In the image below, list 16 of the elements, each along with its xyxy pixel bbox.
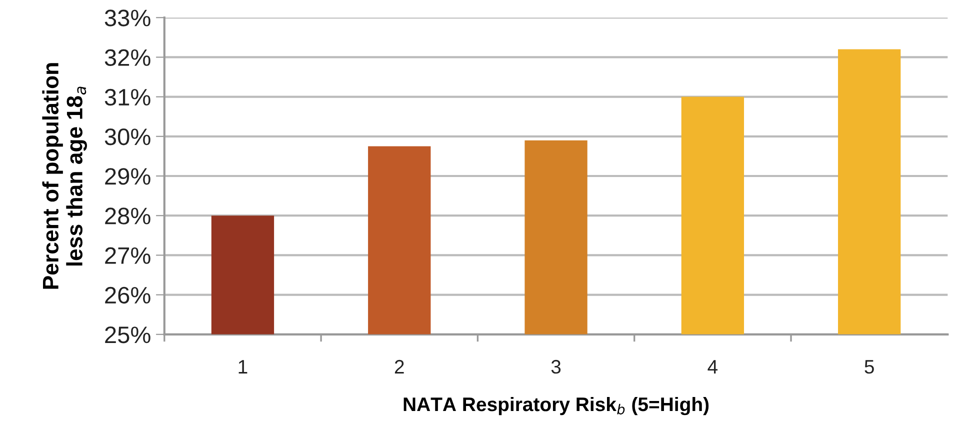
x-tick-label: 2 [394,360,404,374]
y-tick-label: 32% [104,49,150,66]
y-tick-label: 26% [105,286,150,304]
y-tick-label: 25% [105,326,150,344]
y-tick-label: 31% [104,88,150,106]
y-tick-label: 27% [105,247,150,264]
x-tick-label: 3 [551,360,561,374]
y-tick-label: 29% [105,168,150,185]
x-tick-label: 4 [708,360,718,374]
y-axis-title: Percent of population less than age 18$_{a}$ [42,63,87,289]
x-tick-label: 1 [238,360,248,374]
x-tick-label: 5 [864,360,874,374]
y-tick-label: 33% [104,10,150,26]
y-tick-label: 28% [105,208,150,224]
x-axis-title: NATA Respiratory Risk$_{b}$ (5=High) [404,396,709,416]
y-tick-label: 30% [104,128,150,146]
